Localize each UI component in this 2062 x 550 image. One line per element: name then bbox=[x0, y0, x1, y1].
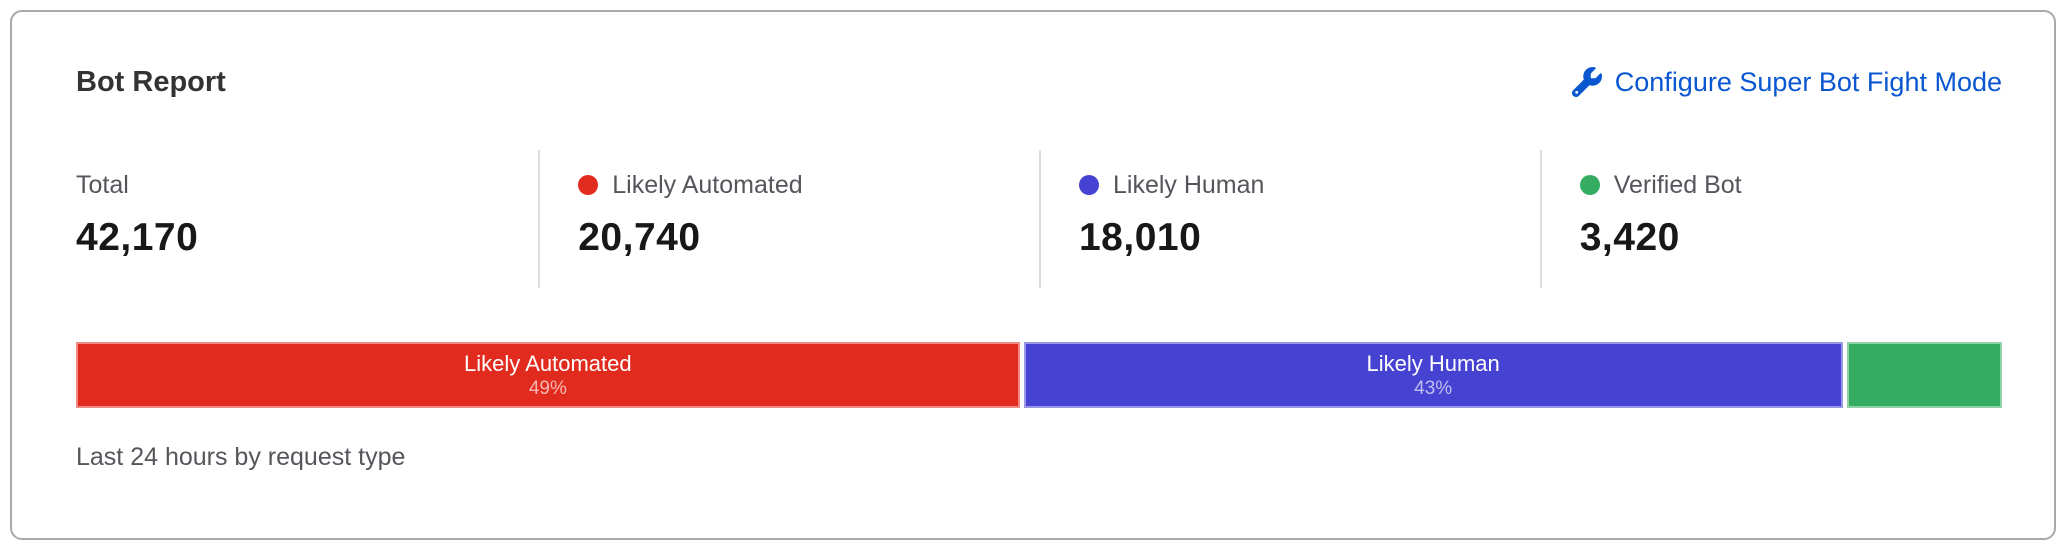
stat-verified-bot: Verified Bot 3,420 bbox=[1539, 150, 2002, 288]
likely-human-dot-icon bbox=[1078, 175, 1099, 195]
configure-super-bot-fight-mode-link[interactable]: Configure Super Bot Fight Mode bbox=[1571, 65, 2002, 99]
bot-report-card: Bot Report Configure Super Bot Fight Mod… bbox=[10, 10, 2056, 540]
stats-row: Total 42,170 Likely Automated 20,740 Lik… bbox=[76, 150, 2002, 288]
stat-total-value: 42,170 bbox=[76, 216, 199, 259]
stat-likely-human-label: Likely Human bbox=[1112, 171, 1265, 199]
card-header: Bot Report Configure Super Bot Fight Mod… bbox=[76, 64, 2002, 100]
stat-total-label: Total bbox=[76, 171, 129, 199]
bar-segment-likely-human: Likely Human 43% bbox=[1023, 342, 1843, 408]
stat-likely-automated-label: Likely Automated bbox=[612, 171, 803, 199]
wrench-icon bbox=[1571, 67, 1602, 97]
likely-automated-dot-icon bbox=[578, 175, 599, 195]
chart-caption: Last 24 hours by request type bbox=[76, 443, 406, 471]
bar-segment-likely-automated: Likely Automated 49% bbox=[76, 342, 1020, 408]
bar-segment-likely-automated-percent: 49% bbox=[528, 378, 567, 399]
stat-verified-bot-label: Verified Bot bbox=[1613, 171, 1742, 199]
configure-link-label: Configure Super Bot Fight Mode bbox=[1614, 67, 2002, 97]
bar-segment-verified-bot bbox=[1846, 342, 2002, 408]
stat-likely-human-value: 18,010 bbox=[1078, 216, 1202, 259]
bar-segment-likely-human-percent: 43% bbox=[1414, 378, 1453, 399]
verified-bot-dot-icon bbox=[1579, 175, 1600, 195]
card-title: Bot Report bbox=[76, 66, 226, 98]
bar-segment-likely-human-label: Likely Human bbox=[1366, 351, 1500, 376]
stat-verified-bot-value: 3,420 bbox=[1579, 216, 1680, 259]
bar-segment-likely-automated-label: Likely Automated bbox=[464, 351, 632, 376]
stat-total: Total 42,170 bbox=[76, 150, 538, 288]
stat-likely-automated-value: 20,740 bbox=[578, 216, 701, 259]
stat-likely-automated: Likely Automated 20,740 bbox=[538, 150, 1039, 288]
stat-likely-human: Likely Human 18,010 bbox=[1038, 150, 1540, 288]
request-type-stacked-bar: Likely Automated 49% Likely Human 43% bbox=[76, 342, 2002, 408]
